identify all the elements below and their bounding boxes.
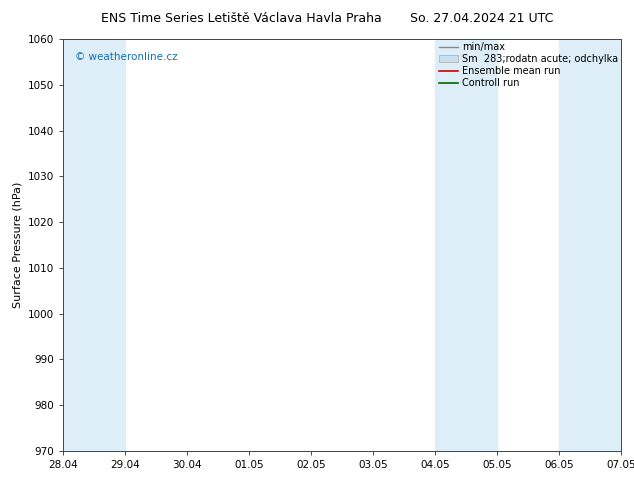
Y-axis label: Surface Pressure (hPa): Surface Pressure (hPa) bbox=[13, 182, 23, 308]
Text: So. 27.04.2024 21 UTC: So. 27.04.2024 21 UTC bbox=[410, 12, 553, 25]
Bar bbox=[436, 39, 497, 451]
Text: ENS Time Series Letiště Václava Havla Praha: ENS Time Series Letiště Václava Havla Pr… bbox=[101, 12, 381, 25]
Text: © weatheronline.cz: © weatheronline.cz bbox=[75, 51, 177, 62]
Legend: min/max, Sm  283;rodatn acute; odchylka, Ensemble mean run, Controll run: min/max, Sm 283;rodatn acute; odchylka, … bbox=[439, 42, 618, 88]
Bar bbox=[63, 39, 126, 451]
Bar bbox=[559, 39, 621, 451]
